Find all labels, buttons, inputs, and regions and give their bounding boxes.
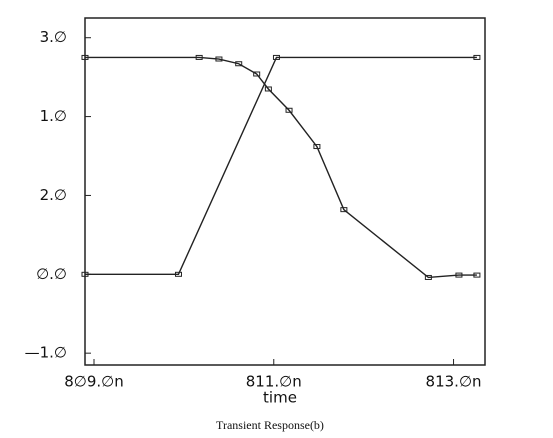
y-tick-label: 3.∅ — [40, 28, 67, 46]
point-marker — [264, 86, 272, 92]
y-tick-label: —1.∅ — [25, 344, 67, 362]
plot-frame — [84, 17, 486, 366]
point-marker — [455, 272, 463, 278]
point-marker — [195, 54, 203, 60]
x-axis-label: time — [263, 389, 297, 407]
point-marker — [81, 271, 89, 277]
point-marker — [285, 107, 293, 113]
point-marker — [313, 144, 321, 150]
caption: Transient Response(b) — [216, 418, 324, 432]
point-marker — [174, 271, 182, 277]
x-tick-label: 813.∅n — [426, 373, 482, 391]
x-tick-label: 811.∅n — [246, 373, 302, 391]
point-marker — [272, 54, 280, 60]
point-marker — [473, 272, 481, 278]
y-tick-label: 1.∅ — [40, 107, 67, 125]
y-tick-label: 2.∅ — [40, 186, 67, 204]
x-tick-label: 8∅9.∅n — [64, 373, 124, 391]
point-marker — [81, 54, 89, 60]
point-marker — [253, 71, 261, 77]
point-marker — [424, 274, 432, 280]
y-tick-label: ∅.∅ — [36, 265, 67, 283]
series-line — [85, 56, 477, 276]
point-marker — [215, 56, 223, 62]
series-line — [85, 56, 477, 279]
point-marker — [473, 54, 481, 60]
point-marker — [235, 61, 243, 67]
point-marker — [340, 207, 348, 213]
